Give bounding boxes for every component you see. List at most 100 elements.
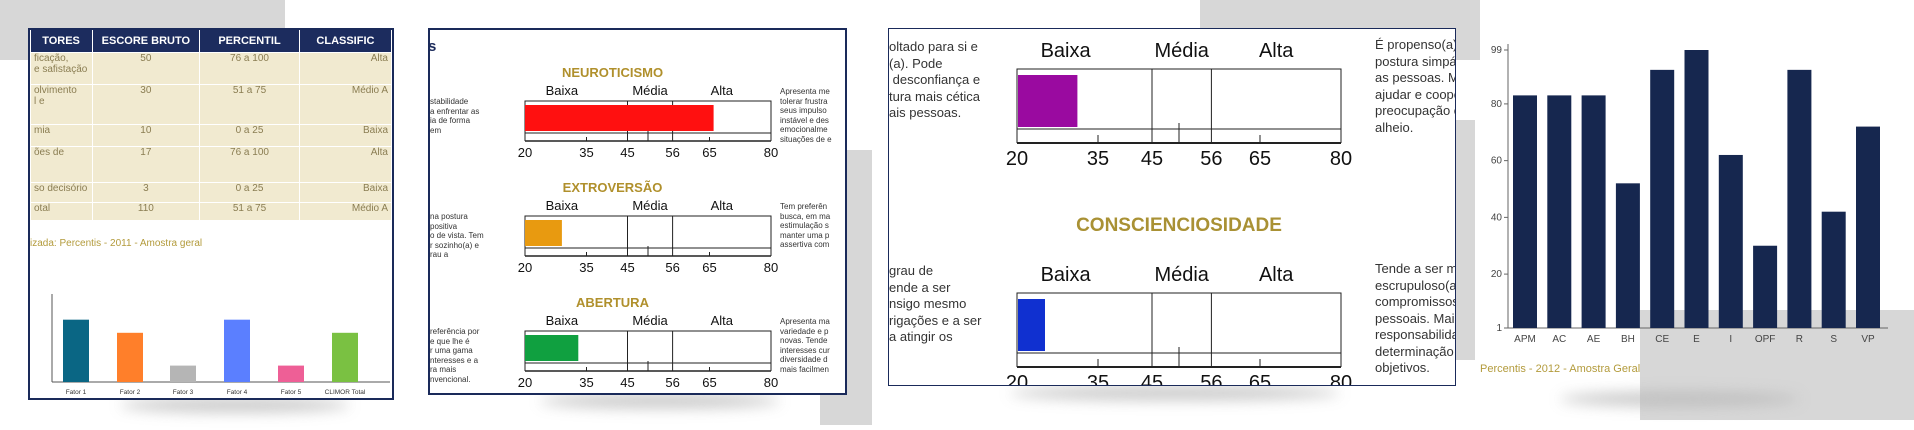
x-tick-label: AC	[1552, 334, 1566, 345]
table-cell: 51 a 75	[199, 84, 300, 125]
section-title: ABERTURA	[576, 295, 649, 310]
percentile-bar-chart: 1 20 40 60 80 99 APM AC AE BH CE E I OPF R S VP Percentis…	[1480, 44, 1888, 375]
y-tick-label: 1	[1496, 323, 1502, 334]
table-row: mia 10 0 a 25 Baixa	[30, 124, 392, 147]
tick-label: 56	[665, 145, 679, 160]
bar	[1547, 95, 1572, 328]
x-tick-label: Fator 4	[227, 389, 248, 396]
scale-label: Média	[1154, 264, 1209, 286]
table-cell: olvimento l e	[30, 84, 93, 125]
table-cell: 76 a 100	[199, 146, 300, 183]
x-tick-label: Fator 2	[120, 389, 141, 396]
table-cell: 50	[91, 52, 201, 85]
percentile-chart-panel: 1 20 40 60 80 99 APM AC AE BH CE E I OPF R S VP Percentis…	[1478, 20, 1898, 388]
bar	[1513, 95, 1537, 328]
bar	[1821, 211, 1846, 328]
bar	[1753, 245, 1778, 328]
table-cell: 17	[91, 146, 201, 183]
table-cell: 30	[91, 84, 201, 125]
tick-label: 65	[702, 375, 716, 390]
table-row: olvimento l e 30 51 a 75 Médio A	[30, 84, 392, 125]
panel-shadow	[1560, 392, 1800, 406]
scale-box	[524, 215, 772, 249]
scale-label: Baixa	[1041, 264, 1092, 286]
scale-label: Média	[632, 198, 668, 213]
x-tick-label: Fator 1	[66, 389, 87, 396]
factor-bar-chart: Fator 1 Fator 2 Fator 3 Fator 4 Fator 5 CLIMO…	[51, 294, 390, 396]
section-title: EXTROVERSÃO	[562, 180, 663, 195]
table-cell: 51 a 75	[199, 202, 300, 221]
x-tick-label: CE	[1655, 334, 1669, 345]
y-tick-label: 99	[1491, 45, 1503, 56]
tick-label: 80	[764, 375, 778, 390]
tick-label: 65	[1249, 148, 1271, 167]
scale-label: Alta	[711, 83, 734, 98]
table-header: PERCENTIL	[199, 30, 300, 53]
tick-label: 35	[1087, 148, 1109, 167]
scale-label: Alta	[1259, 40, 1294, 62]
bar	[1718, 154, 1743, 328]
tick-label: 56	[665, 375, 679, 390]
bar	[278, 365, 304, 382]
x-tick-label: I	[1729, 334, 1732, 345]
table-cell: 10	[91, 124, 201, 147]
x-tick-label: Fator 5	[281, 389, 302, 396]
bar	[170, 365, 196, 382]
trait-description: Apresenta me tolerar frustra seus impulso i…	[780, 87, 832, 144]
table-cell: Médio A	[298, 202, 392, 221]
tick-label: 56	[1200, 148, 1222, 167]
x-tick-label: R	[1796, 334, 1803, 345]
trait-description: Tem preferên busca, em ma estimulação s man…	[780, 202, 831, 249]
scale-label: Média	[632, 83, 668, 98]
y-tick-label: 80	[1491, 99, 1503, 110]
climor-table-panel: TORES ESCORE BRUTO PERCENTIL CLASSIFIC fica…	[28, 28, 394, 400]
scale-label: Baixa	[546, 313, 579, 328]
scale-label: Alta	[711, 313, 734, 328]
score-bar	[525, 105, 714, 131]
table-cell: 76 a 100	[199, 52, 300, 85]
bar	[117, 332, 143, 382]
tick-label: 56	[665, 260, 679, 275]
table-cell: Alta	[298, 146, 392, 183]
trait-description: oltado para si e (a). Pode desconfiança e…	[889, 39, 981, 120]
scale-label: Média	[632, 313, 668, 328]
trait-description: Apresenta ma variedade e p novas. Tende int…	[780, 317, 830, 374]
tick-label: 65	[1249, 372, 1271, 386]
scale-label: Alta	[1259, 264, 1294, 286]
trait-description: stabilidade a enfrentar as ia de forma em	[430, 97, 480, 135]
table-cell: 3	[91, 182, 201, 203]
scale-label: Média	[1154, 40, 1209, 62]
tick-label: 45	[620, 145, 634, 160]
tick-label: 45	[1141, 148, 1163, 167]
bar	[1856, 126, 1880, 329]
table-cell: Médio A	[298, 84, 392, 125]
panel-shadow	[120, 398, 350, 412]
factor-table: TORES ESCORE BRUTO PERCENTIL CLASSIFIC fica…	[30, 30, 392, 221]
tick-label: 80	[1330, 372, 1352, 386]
tick-label: 80	[764, 260, 778, 275]
section-title: CONSCIENCIOSIDADE	[1076, 215, 1282, 236]
bar	[1615, 183, 1640, 328]
tick-label: 80	[764, 145, 778, 160]
panel-shadow	[540, 394, 780, 408]
table-cell: Alta	[298, 52, 392, 85]
scale-graph: Baixa Média Alta 20 35 45 56 65 80	[1006, 40, 1352, 167]
table-header: TORES	[30, 30, 93, 53]
x-tick-label: S	[1830, 334, 1837, 345]
x-tick-label: VP	[1861, 334, 1875, 345]
tick-label: 65	[702, 145, 716, 160]
table-row: ficação, e safistação 50 76 a 100 Alta	[30, 52, 392, 85]
x-tick-label: E	[1693, 334, 1700, 345]
scale-label: Baixa	[546, 198, 579, 213]
scale-graph: Baixa Média Alta 20 35 45 56 65 80	[1006, 264, 1352, 386]
tick-label: 35	[579, 145, 593, 160]
scale-label: Baixa	[546, 83, 579, 98]
x-tick-label: OPF	[1755, 334, 1776, 345]
scale-box	[1016, 292, 1342, 354]
table-header: CLASSIFIC	[299, 30, 392, 53]
tick-label: 80	[1330, 148, 1352, 167]
tick-label: 45	[1141, 372, 1163, 386]
y-tick-label: 60	[1491, 156, 1503, 167]
table-cell: otal	[30, 202, 93, 221]
